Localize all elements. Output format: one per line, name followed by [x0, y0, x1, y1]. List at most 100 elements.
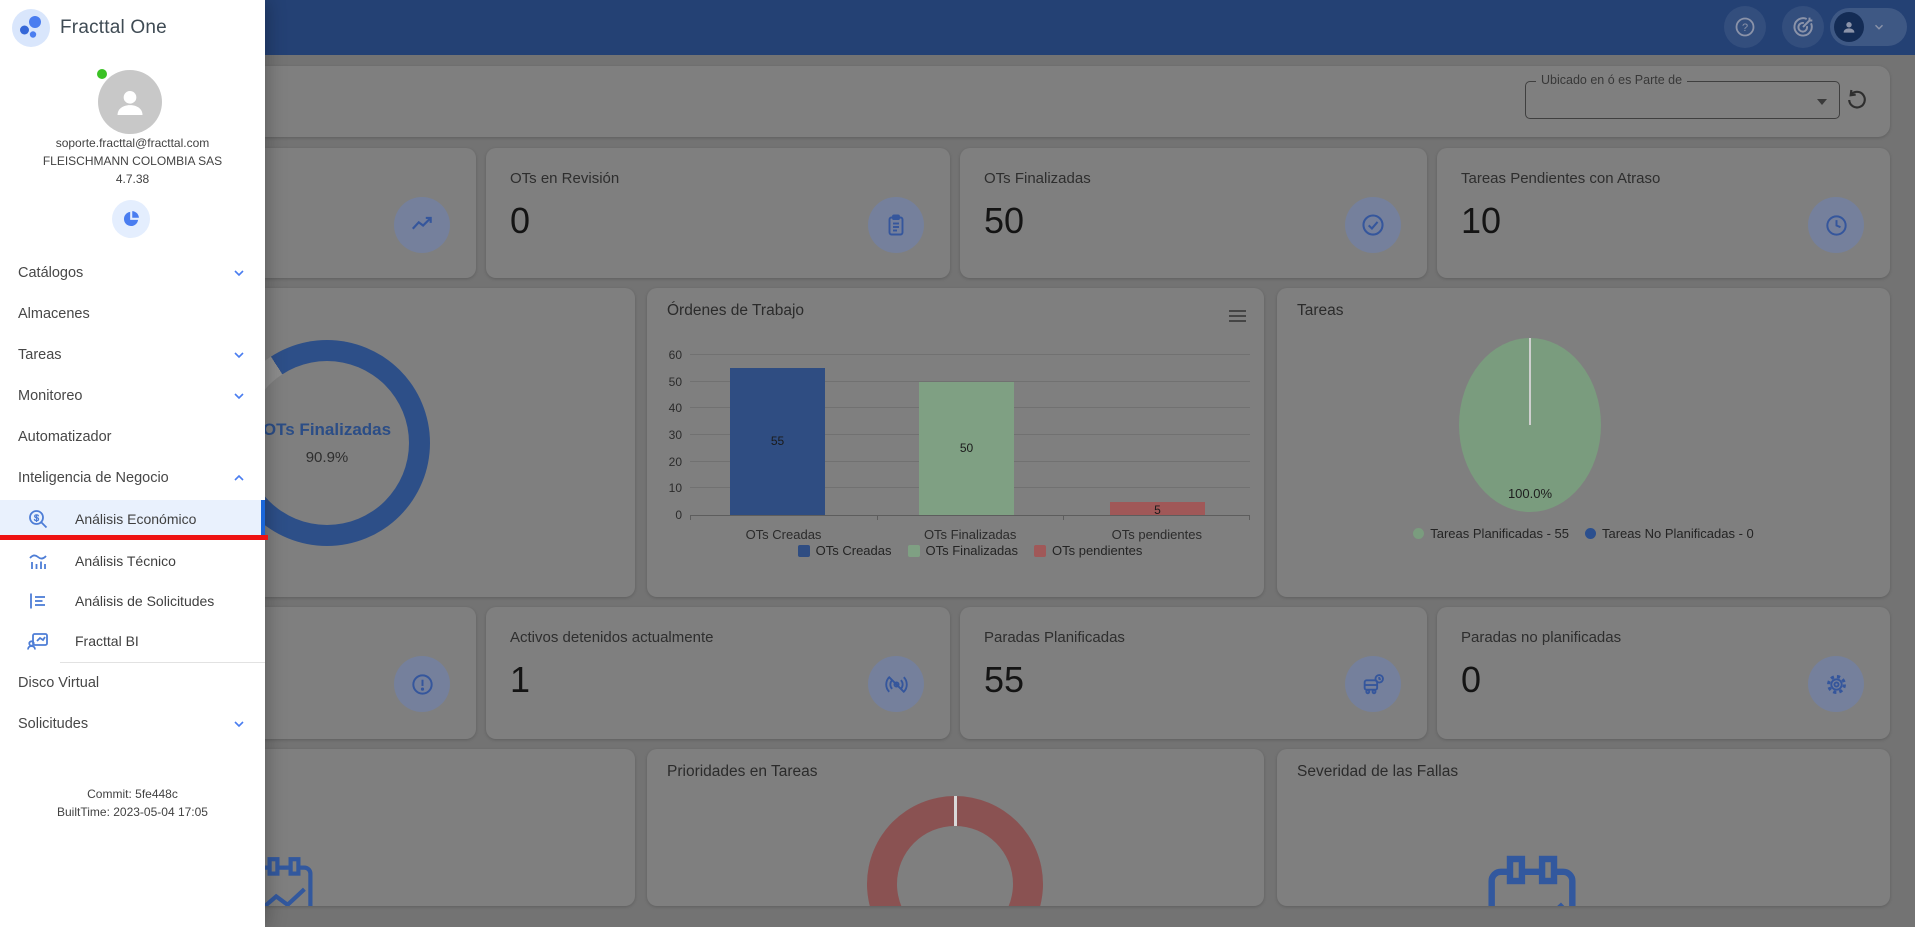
- pie-chart-icon: [123, 211, 139, 227]
- x-category: OTs Finalizadas: [923, 527, 1017, 542]
- bar-chart-card: Órdenes de Trabajo 0 10 20 30 40 50 60 5…: [647, 288, 1264, 597]
- legend-swatch: [1585, 528, 1596, 539]
- select-arrow-icon: [1817, 99, 1827, 105]
- build-time: BuiltTime: 2023-05-04 17:05: [57, 805, 208, 819]
- kpi-title: Paradas no planificadas: [1461, 629, 1622, 646]
- sidebar-item-analisis-tecnico[interactable]: Análisis Técnico: [0, 541, 265, 581]
- sidebar-item-analisis-de-solicitudes[interactable]: Análisis de Solicitudes: [0, 581, 265, 621]
- y-tick: 40: [668, 401, 682, 416]
- kpi-value: 1: [510, 659, 531, 700]
- bar-value-label: 55: [770, 434, 785, 448]
- legend-swatch: [797, 544, 810, 557]
- bus-clock-icon: [1345, 656, 1401, 712]
- sidebar-item-automatizador[interactable]: Automatizador: [0, 416, 265, 457]
- legend-swatch: [1413, 528, 1425, 539]
- chevron-down-icon: [231, 265, 247, 281]
- app-title: Fracttal One: [60, 17, 167, 38]
- kpi-value: 0: [510, 200, 531, 241]
- sidebar-item-monitoreo[interactable]: Monitoreo: [0, 375, 265, 416]
- check-circle-icon: [1345, 197, 1401, 253]
- donut-slice-divider: [954, 796, 957, 826]
- app-version: 4.7.38: [115, 172, 150, 186]
- sidebar-item-almacenes[interactable]: Almacenes: [0, 293, 265, 334]
- bar-ots-pendientes[interactable]: 5: [1110, 502, 1205, 517]
- sidebar-item-label: Catálogos: [18, 264, 84, 281]
- legend-item[interactable]: OTs pendientes: [1034, 543, 1142, 558]
- kpi-card: Activos detenidos actualmente 1: [486, 607, 950, 739]
- legend-item[interactable]: OTs Finalizadas: [907, 543, 1018, 558]
- trending-icon: [394, 197, 450, 253]
- y-tick: 10: [668, 481, 682, 496]
- kpi-value: 50: [984, 200, 1025, 241]
- bar-plot: 0 10 20 30 40 50 60 55 50 5 OTs Creadas …: [669, 348, 1250, 558]
- sidebar-item-label: Solicitudes: [18, 715, 89, 732]
- prioridades-donut[interactable]: [867, 796, 1043, 906]
- y-tick: 30: [668, 428, 682, 442]
- location-select[interactable]: Ubicado en ó es Parte de: [1525, 73, 1840, 119]
- clipboard-icon: [868, 197, 924, 253]
- x-category: OTs Creadas: [745, 527, 822, 542]
- help-icon: ?: [1733, 15, 1757, 39]
- x-category: OTs pendientes: [1111, 527, 1202, 542]
- bar-value-label: 50: [959, 441, 974, 455]
- sidebar-item-inteligencia-de-negocio[interactable]: Inteligencia de Negocio: [0, 457, 265, 498]
- donut-chart-card: Prioridades en Tareas: [647, 749, 1264, 906]
- y-tick: 20: [668, 454, 682, 469]
- alert-circle-icon: [394, 656, 450, 712]
- list-icon: [26, 588, 52, 614]
- legend-item[interactable]: OTs Creadas: [797, 543, 892, 558]
- fracttal-dots-icon: [12, 9, 50, 47]
- chevron-down-icon: [231, 716, 247, 732]
- app-logo[interactable]: Fracttal One: [12, 8, 167, 48]
- kpi-title: OTs Finalizadas: [984, 170, 1091, 187]
- chart-title: Severidad de las Fallas: [1297, 763, 1459, 780]
- chart-title: Órdenes de Trabajo: [667, 302, 805, 319]
- bar-ots-creadas[interactable]: 55: [730, 368, 825, 515]
- sidebar-drawer: Fracttal One soporte.fracttal@fracttal.c…: [0, 0, 265, 927]
- location-select-label: Ubicado en ó es Parte de: [1536, 73, 1688, 87]
- kpi-card: OTs en Revisión 0: [486, 148, 950, 278]
- bi-monitor-icon: [26, 628, 52, 654]
- user-menu[interactable]: [1830, 8, 1907, 46]
- sidebar-item-fracttal-bi[interactable]: Fracttal BI: [0, 621, 265, 661]
- sidebar-item-tareas[interactable]: Tareas: [0, 334, 265, 375]
- kpi-card: Paradas Planificadas 55: [960, 607, 1427, 739]
- legend-label: OTs pendientes: [1052, 543, 1143, 558]
- sidebar-item-analisis-economico[interactable]: $ Análisis Económico: [0, 500, 265, 537]
- bar-ots-finalizadas[interactable]: 50: [919, 382, 1014, 515]
- pie-data-label: 100.0%: [1507, 486, 1553, 501]
- sidebar-item-label: Almacenes: [18, 305, 90, 322]
- filter-bar: Ubicado en ó es Parte de: [16, 66, 1890, 137]
- company-name: FLEISCHMANN COLOMBIA SAS: [42, 154, 223, 168]
- avatar[interactable]: [98, 70, 162, 134]
- bar-value-label: 5: [1154, 503, 1161, 517]
- refresh-button[interactable]: [1844, 87, 1870, 113]
- legend-item[interactable]: Tareas No Planificadas - 0: [1585, 526, 1754, 541]
- dashboard-button[interactable]: [112, 200, 150, 238]
- y-tick: 50: [668, 374, 682, 389]
- sidebar-item-label: Tareas: [18, 346, 62, 363]
- legend-item[interactable]: Tareas Planificadas - 55: [1413, 526, 1569, 541]
- chart-title: Tareas: [1297, 302, 1344, 319]
- kpi-title: Activos detenidos actualmente: [510, 629, 714, 646]
- help-button[interactable]: ?: [1724, 6, 1766, 48]
- svg-text:$: $: [34, 513, 39, 523]
- gauge-center: OTs Finalizadas 90.9%: [245, 361, 409, 525]
- empty-chart-card: Severidad de las Fallas: [1277, 749, 1890, 906]
- hamburger-icon[interactable]: [1229, 310, 1246, 325]
- kpi-card: Tareas Pendientes con Atraso 10: [1437, 148, 1890, 278]
- chevron-down-icon: [231, 347, 247, 363]
- bar-chart-icon: [26, 548, 52, 574]
- annotation-underline: [0, 535, 268, 540]
- y-tick: 60: [668, 348, 682, 362]
- legend-label: Tareas No Planificadas - 0: [1602, 526, 1754, 541]
- kpi-title: Tareas Pendientes con Atraso: [1461, 170, 1661, 187]
- sidebar-item-label: Fracttal BI: [75, 633, 139, 649]
- target-icon: [1790, 14, 1816, 40]
- kpi-value: 0: [1461, 659, 1482, 700]
- legend-label: OTs Creadas: [815, 543, 892, 558]
- sidebar-item-solicitudes[interactable]: Solicitudes: [0, 703, 265, 744]
- goals-button[interactable]: [1782, 6, 1824, 48]
- sidebar-item-disco-virtual[interactable]: Disco Virtual: [0, 662, 265, 703]
- sidebar-item-catalogos[interactable]: Catálogos: [0, 252, 265, 293]
